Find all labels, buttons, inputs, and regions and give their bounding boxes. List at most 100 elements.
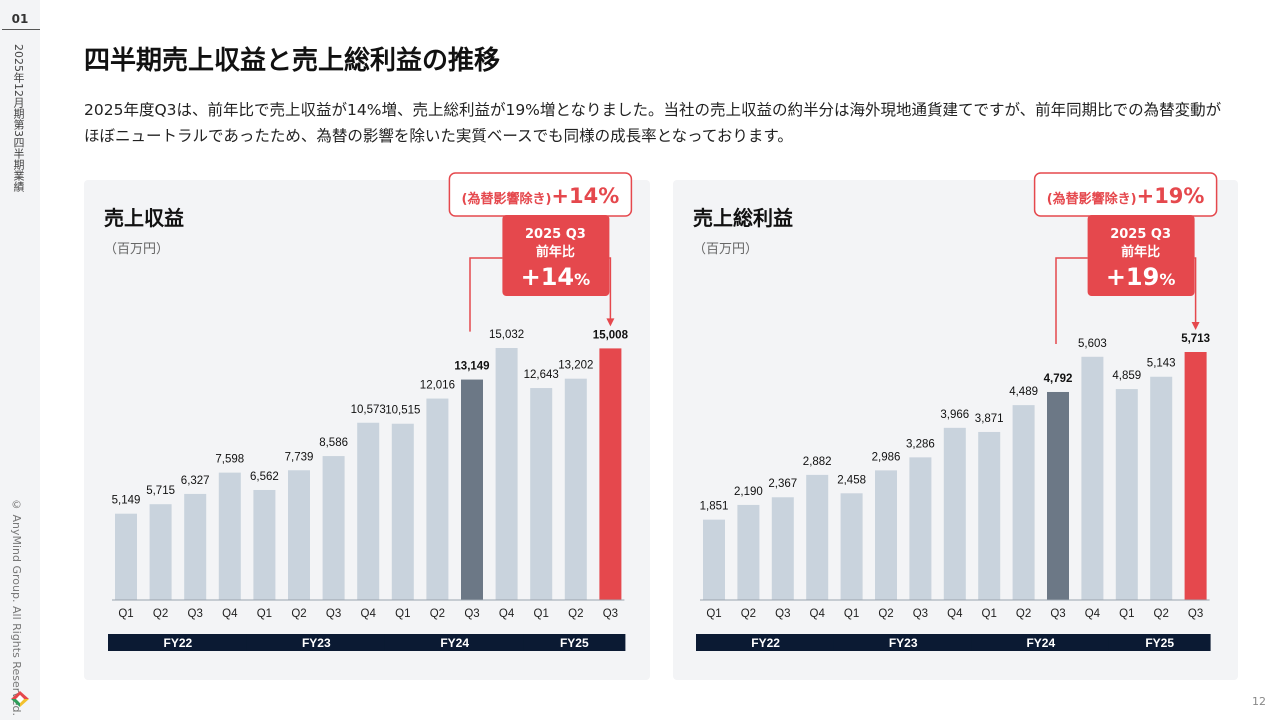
copyright: © AnyMind Group. All Rights Reserved. — [10, 498, 23, 717]
data-label: 5,603 — [1078, 338, 1107, 350]
x-tick-label: Q3 — [464, 608, 479, 620]
chart-title: 売上収益 — [104, 206, 184, 230]
data-label: 5,149 — [112, 495, 141, 507]
bar — [357, 422, 380, 600]
bar — [115, 513, 137, 600]
fiscal-year-band — [246, 634, 387, 651]
data-label: 5,143 — [1147, 358, 1176, 370]
x-tick-label: Q1 — [706, 608, 721, 620]
fiscal-year-label: FY24 — [440, 636, 469, 650]
x-tick-label: Q2 — [878, 608, 893, 620]
x-tick-label: Q1 — [1119, 608, 1134, 620]
bar — [218, 472, 241, 600]
fiscal-year-band — [108, 634, 248, 651]
x-tick-label: Q2 — [153, 608, 168, 620]
yoy-callout-label: 前年比 — [1121, 244, 1160, 260]
x-tick-label: Q2 — [291, 608, 306, 620]
x-tick-label: Q2 — [568, 608, 583, 620]
arrow-head-icon — [1191, 322, 1200, 330]
bar — [806, 474, 829, 600]
fx-callout-label: (為替影響除き)+14% — [462, 184, 620, 208]
bar — [564, 378, 587, 600]
bar — [875, 470, 897, 600]
data-label: 7,598 — [215, 454, 244, 466]
bar — [771, 497, 794, 600]
x-tick-label: Q4 — [947, 608, 963, 620]
data-label: 13,202 — [558, 360, 593, 372]
data-label: 5,713 — [1181, 333, 1210, 345]
bar — [461, 379, 483, 600]
fiscal-year-label: FY22 — [751, 636, 780, 650]
bar — [840, 493, 863, 600]
data-label: 1,851 — [700, 501, 729, 513]
data-label: 15,032 — [489, 329, 524, 341]
connector-line — [609, 257, 612, 321]
x-tick-label: Q3 — [326, 608, 341, 620]
bar — [184, 493, 207, 600]
data-label: 2,367 — [768, 478, 797, 490]
bar — [1115, 389, 1138, 600]
anymind-logo-icon — [11, 691, 29, 707]
yoy-callout-period: 2025 Q3 — [525, 227, 586, 242]
page-number: 12 — [1252, 695, 1266, 708]
x-tick-label: Q1 — [844, 608, 859, 620]
data-label: 7,739 — [285, 451, 314, 463]
x-tick-label: Q2 — [430, 608, 445, 620]
fiscal-year-band — [384, 634, 525, 651]
bar — [530, 388, 553, 600]
fiscal-year-label: FY22 — [164, 636, 193, 650]
fx-callout-label: (為替影響除き)+19% — [1047, 184, 1205, 208]
fiscal-year-label: FY25 — [560, 636, 589, 650]
data-label: 15,008 — [593, 329, 629, 341]
x-tick-label: Q3 — [913, 608, 928, 620]
x-tick-label: Q3 — [603, 608, 618, 620]
bar — [1012, 405, 1035, 600]
x-tick-label: Q1 — [982, 608, 997, 620]
data-label: 4,859 — [1112, 370, 1141, 382]
x-tick-label: Q2 — [1016, 608, 1031, 620]
bar — [703, 519, 725, 600]
bar — [495, 348, 518, 600]
bar — [149, 504, 172, 600]
data-label: 13,149 — [454, 361, 489, 373]
fiscal-year-label: FY25 — [1145, 636, 1174, 650]
fiscal-year-band — [696, 634, 836, 651]
x-tick-label: Q2 — [1154, 608, 1169, 620]
bar — [1184, 352, 1207, 600]
description: 2025年度Q3は、前年比で売上収益が14%増、売上総利益が19%増となりました… — [84, 101, 1222, 145]
fiscal-year-label: FY23 — [889, 636, 918, 650]
yoy-callout-box — [1087, 215, 1195, 296]
connector-line — [469, 257, 503, 332]
x-tick-label: Q3 — [1188, 608, 1203, 620]
data-label: 3,966 — [940, 409, 969, 421]
page-title: 四半期売上収益と売上総利益の推移 — [84, 46, 501, 76]
x-tick-label: Q3 — [188, 608, 203, 620]
fiscal-year-label: FY23 — [302, 636, 331, 650]
data-label: 8,586 — [319, 437, 348, 449]
fiscal-year-band — [971, 634, 1111, 651]
data-label: 2,458 — [837, 474, 866, 486]
connector-line — [1194, 257, 1197, 324]
x-tick-label: Q4 — [361, 608, 377, 620]
x-tick-label: Q4 — [1085, 608, 1101, 620]
chart-title: 売上総利益 — [693, 206, 793, 230]
bar — [599, 348, 622, 600]
fiscal-year-label: FY24 — [1026, 636, 1055, 650]
bar — [737, 504, 760, 600]
bar — [391, 423, 414, 600]
x-tick-label: Q3 — [775, 608, 790, 620]
x-tick-label: Q2 — [741, 608, 756, 620]
x-tick-label: Q1 — [395, 608, 410, 620]
bar — [426, 398, 449, 600]
data-label: 2,986 — [872, 451, 901, 463]
bar — [253, 489, 276, 600]
bar — [1081, 356, 1104, 600]
bar — [1150, 376, 1173, 600]
fiscal-year-band — [523, 634, 626, 651]
bar — [909, 457, 932, 600]
x-tick-label: Q1 — [118, 608, 133, 620]
sidebar: 01 2025年12月期第3四半期業績 © AnyMind Group. All… — [0, 0, 40, 720]
data-label: 10,515 — [385, 405, 420, 417]
data-label: 2,190 — [734, 486, 763, 498]
data-label: 6,327 — [181, 475, 210, 487]
